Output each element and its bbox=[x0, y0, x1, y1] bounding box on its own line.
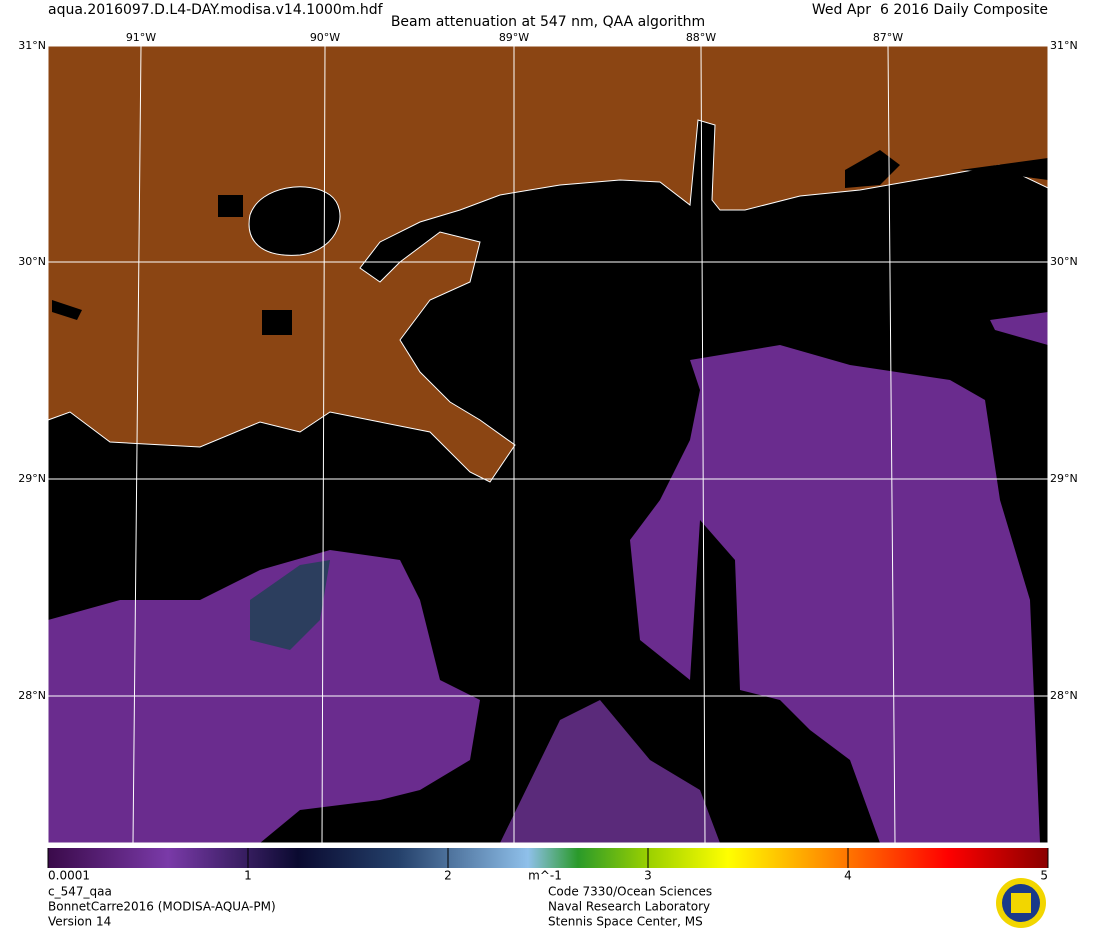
colorbar-unit: m^-1 bbox=[528, 869, 562, 883]
lon-label: 88°W bbox=[686, 31, 716, 44]
footer-text: Code 7330/Ocean Sciences bbox=[548, 885, 712, 899]
date: Wed Apr 6 2016 Daily Composite bbox=[812, 2, 1048, 18]
land bbox=[47, 45, 1049, 483]
map-frame bbox=[47, 45, 1049, 844]
colorbar-tick-label: 2 bbox=[444, 869, 452, 883]
footer-text: BonnetCarre2016 (MODISA-AQUA-PM) bbox=[48, 900, 276, 914]
map-title: Beam attenuation at 547 nm, QAA algorith… bbox=[391, 14, 705, 30]
footer-text: Naval Research Laboratory bbox=[548, 900, 710, 914]
colorbar-tick-label: 4 bbox=[844, 869, 852, 883]
lon-label: 87°W bbox=[873, 31, 903, 44]
lon-label: 90°W bbox=[310, 31, 340, 44]
colorbar-tick-label: 3 bbox=[644, 869, 652, 883]
water-patch bbox=[630, 345, 1040, 843]
lat-label: 31°N bbox=[18, 39, 46, 52]
water-patch bbox=[500, 700, 720, 843]
footer-text: Stennis Space Center, MS bbox=[548, 915, 703, 929]
lake bbox=[248, 186, 341, 256]
lat-label: 30°N bbox=[1050, 255, 1078, 268]
longitude-lines bbox=[132, 45, 896, 844]
colorbar-ticks: 0.0001 1 2 3 4 5 bbox=[47, 848, 1049, 883]
lat-label: 30°N bbox=[18, 255, 46, 268]
map: 91°W 90°W 89°W 88°W 87°W 31°N 30°N 29°N … bbox=[18, 31, 1078, 844]
graticule bbox=[47, 45, 1049, 844]
colorbar-tick-label: 5 bbox=[1040, 869, 1048, 883]
lon-label: 89°W bbox=[499, 31, 529, 44]
footer-text: c_547_qaa bbox=[48, 885, 112, 899]
colorbar-tick-label: 0.0001 bbox=[48, 869, 90, 883]
footer-text: Version 14 bbox=[48, 915, 111, 929]
lat-label: 31°N bbox=[1050, 39, 1078, 52]
colorbar bbox=[48, 848, 1048, 868]
lat-label: 28°N bbox=[1050, 689, 1078, 702]
water-patch bbox=[990, 312, 1048, 345]
lat-label: 28°N bbox=[18, 689, 46, 702]
lon-label: 91°W bbox=[126, 31, 156, 44]
lat-label: 29°N bbox=[1050, 472, 1078, 485]
filename: aqua.2016097.D.L4-DAY.modisa.v14.1000m.h… bbox=[48, 2, 384, 18]
colorbar-tick-label: 1 bbox=[244, 869, 252, 883]
lat-label: 29°N bbox=[18, 472, 46, 485]
logo bbox=[996, 878, 1046, 928]
water-patch bbox=[250, 560, 330, 650]
